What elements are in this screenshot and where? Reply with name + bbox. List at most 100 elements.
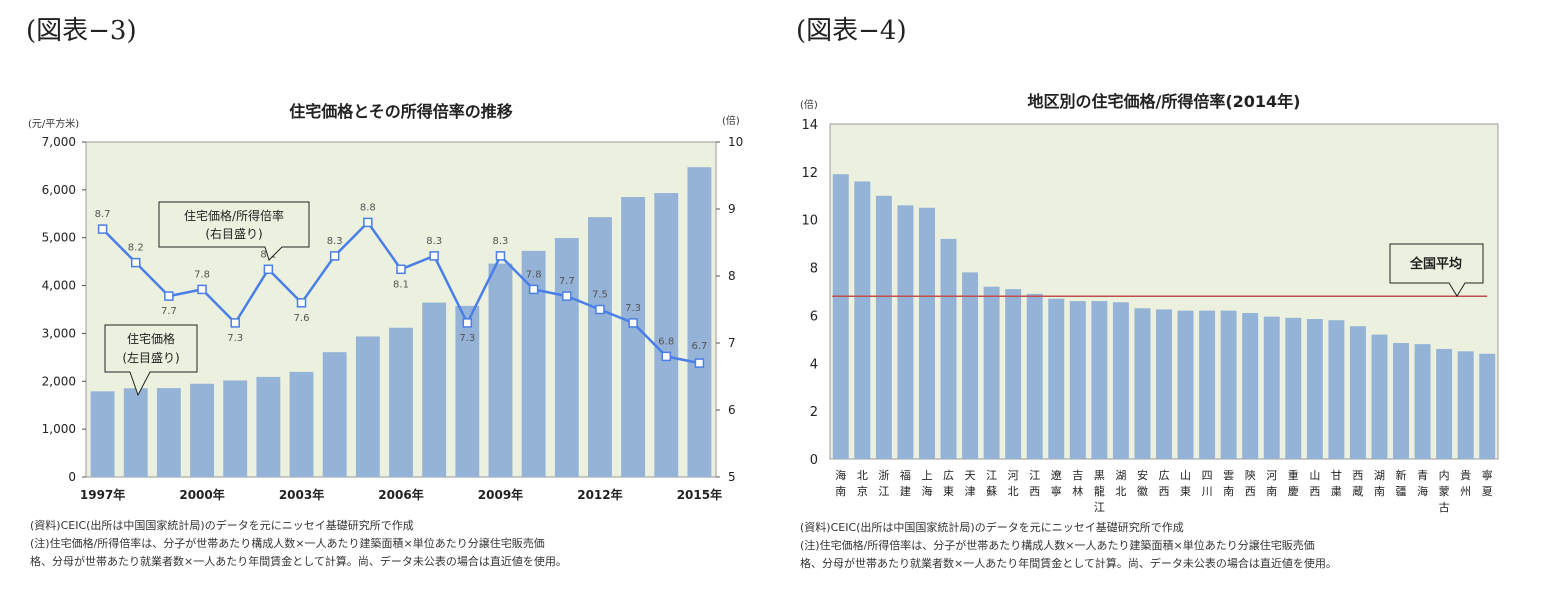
region-label: 河南 (1266, 469, 1277, 498)
ratio-data-label: 7.8 (194, 269, 210, 280)
ratio-data-label: 7.7 (161, 306, 177, 317)
region-label: 青海 (1417, 469, 1428, 498)
region-bar (983, 286, 1000, 459)
ratio-data-label: 8.3 (327, 236, 343, 247)
price-bar (488, 263, 513, 477)
left-ytick-label: 5,000 (42, 231, 76, 245)
region-label: 遼寧 (1051, 468, 1062, 498)
region-label: 寧夏 (1482, 468, 1493, 498)
average-callout-label: 全国平均 (1409, 256, 1462, 272)
ratio-point (197, 284, 207, 295)
ratio-point (363, 217, 373, 228)
ratio-data-label: 7.3 (227, 333, 243, 344)
region-label: 陝西 (1245, 469, 1256, 498)
region-label: 湖南 (1374, 469, 1385, 498)
region-label: 貴州 (1460, 468, 1471, 498)
left-unit-label: (元/平方米) (28, 119, 80, 130)
region-label: 吉林 (1072, 469, 1083, 498)
right-ytick-label: 14 (801, 118, 818, 133)
region-bar (854, 181, 871, 459)
left-ytick-label: 7,000 (42, 135, 76, 149)
region-bar (1414, 344, 1431, 459)
region-bar (1134, 308, 1151, 459)
region-bar (962, 272, 979, 459)
ratio-point (97, 224, 108, 234)
ratio-point (628, 318, 638, 328)
region-bar (1285, 317, 1302, 459)
right-ytick-label: 9 (728, 202, 736, 216)
region-bar (1069, 301, 1086, 459)
right-ytick-label: 10 (728, 135, 743, 149)
region-label: 黒龍江 (1094, 469, 1105, 514)
ratio-point (462, 318, 473, 328)
right-ytick-label: 10 (801, 214, 818, 229)
region-label: 雲南 (1223, 469, 1234, 498)
left-notes: (資料)CEIC(出所は中国国家統計局)のデータを元にニッセイ基礎研究所で作成 … (30, 519, 567, 568)
ratio-point (694, 358, 705, 368)
ratio-callout-line2: (右目盛り) (205, 226, 262, 241)
region-bar (1479, 353, 1496, 459)
region-label: 北京 (857, 469, 868, 498)
ratio-data-label: 7.3 (459, 333, 475, 344)
ratio-point (595, 304, 605, 315)
price-bar (687, 167, 712, 478)
ratio-data-label: 7.6 (294, 313, 310, 324)
right-ytick-label: 8 (810, 262, 818, 277)
ratio-point (263, 264, 274, 275)
region-bar (918, 207, 935, 459)
region-label: 山東 (1180, 469, 1191, 498)
region-bar (1156, 309, 1172, 459)
right-ylabel-unit: (倍) (800, 100, 818, 111)
region-bar (1242, 313, 1259, 459)
left-xtick-label: 2003年 (279, 487, 324, 502)
ratio-callout-line1: 住宅価格/所得倍率 (184, 208, 284, 223)
region-bar (1306, 319, 1323, 459)
ratio-data-label: 7.5 (592, 290, 608, 301)
region-bar (1457, 351, 1474, 459)
region-bar (1220, 310, 1237, 459)
region-label: 上海 (921, 469, 932, 498)
ratio-data-label: 7.3 (625, 303, 641, 314)
right-chart-title: 地区別の住宅価格/所得倍率(2014年) (1027, 92, 1301, 111)
region-bar (1048, 298, 1065, 459)
right-ytick-label: 6 (728, 403, 736, 417)
ratio-data-label: 8.1 (393, 279, 409, 290)
left-chart: 8.78.27.77.87.38.17.68.38.88.18.37.38.37… (42, 135, 744, 502)
price-bar (156, 388, 181, 477)
region-bar (875, 195, 892, 460)
ratio-point (329, 251, 340, 261)
price-bar (289, 371, 314, 477)
ratio-data-label: 8.8 (360, 202, 376, 213)
ratio-point (661, 351, 672, 362)
region-label: 福建 (900, 468, 911, 498)
price-callout-line1: 住宅価格 (127, 331, 175, 346)
price-bar (422, 302, 447, 477)
ratio-point (528, 284, 539, 295)
region-label: 江蘇 (986, 469, 997, 498)
ratio-point (429, 251, 439, 261)
right-unit-label: (倍) (722, 116, 740, 127)
region-label: 山西 (1309, 469, 1320, 498)
left-xtick-label: 2015年 (677, 487, 722, 502)
region-label: 天津 (965, 469, 976, 498)
region-bar (1393, 342, 1410, 459)
region-label: 広東 (943, 469, 954, 498)
right-ytick-label: 7 (728, 336, 736, 350)
ratio-point (230, 318, 240, 328)
ratio-data-label: 8.7 (95, 209, 111, 220)
region-bar (1091, 301, 1108, 459)
left-ytick-label: 2,000 (42, 374, 76, 388)
region-label: 四川 (1202, 469, 1213, 498)
region-label: 広西 (1159, 469, 1170, 498)
region-bar (832, 174, 849, 459)
price-callout-line2: (左目盛り) (122, 350, 179, 365)
region-label: 海南 (835, 468, 846, 498)
right-ytick-label: 2 (810, 405, 818, 420)
ratio-point (164, 291, 174, 301)
region-label: 湖北 (1115, 469, 1126, 498)
left-ytick-label: 6,000 (42, 183, 76, 197)
price-bar (90, 391, 115, 477)
price-bar (322, 352, 347, 477)
region-bar (940, 238, 957, 459)
region-label: 浙江 (878, 469, 889, 498)
